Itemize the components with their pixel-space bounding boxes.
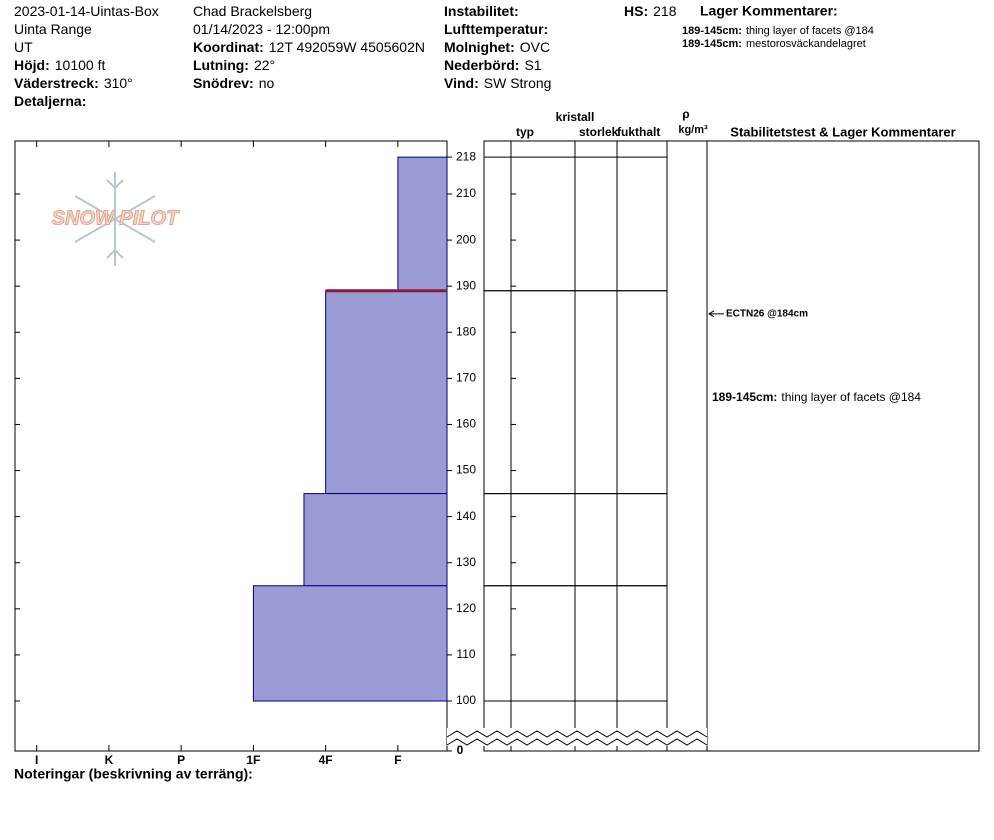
field-label: Vind:: [444, 75, 479, 91]
x-tick-label: 1F: [246, 753, 260, 767]
comment-text: mestorosväckandelagret: [746, 38, 866, 50]
layer-grid-frame: [483, 140, 708, 752]
header-field: HS: 218: [624, 3, 677, 19]
layer-bar: [397, 156, 448, 292]
header-field: Koordinat: 12T 492059W 4505602N: [193, 39, 425, 55]
column-header: kristall: [556, 110, 595, 124]
axis-break: [446, 730, 708, 746]
field-value: no: [259, 75, 275, 91]
header-field: Lufttemperatur:: [444, 21, 548, 37]
header-field: UT: [14, 39, 33, 55]
header-field: Chad Brackelsberg: [193, 3, 312, 19]
header-field: Instabilitet:: [444, 3, 519, 19]
field-label: Snödrev:: [193, 75, 254, 91]
field-value: 218: [653, 3, 677, 19]
header-field: Höjd: 10100 ft: [14, 57, 105, 73]
y-tick-label: 190: [456, 278, 476, 292]
x-tick-label: P: [177, 753, 185, 767]
column-header: storlek: [579, 125, 619, 139]
field-label: HS:: [624, 3, 648, 19]
field-value: Chad Brackelsberg: [193, 3, 312, 19]
comment-frame: [706, 140, 980, 752]
field-label: Molnighet:: [444, 39, 515, 55]
comment-text: thing layer of facets @184: [746, 25, 874, 37]
header-field: Vind: SW Strong: [444, 75, 551, 91]
layer-bar: [252, 585, 448, 702]
header-field: Uinta Range: [14, 21, 92, 37]
field-value: 310°: [104, 75, 133, 91]
field-value: OVC: [520, 39, 550, 55]
header-field: Nederbörd: S1: [444, 57, 542, 73]
footer-notes: Noteringar (beskrivning av terräng):: [14, 766, 253, 782]
field-value: 12T 492059W 4505602N: [269, 39, 425, 55]
y-tick-label: 150: [456, 463, 476, 477]
layer-bar: [303, 493, 448, 587]
header-field: 01/14/2023 - 12:00pm: [193, 21, 330, 37]
header-field: 2023-01-14-Uintas-Box: [14, 3, 159, 19]
x-tick-label: I: [35, 753, 38, 767]
test-label: ECTN26 @184cm: [726, 308, 808, 319]
y-tick-label: 170: [456, 371, 476, 385]
layer-comment: 189-145cm: mestorosväckandelagret: [682, 38, 866, 50]
comment-range: 189-145cm:: [712, 390, 777, 404]
y-tick-label: 180: [456, 324, 476, 338]
field-label: Väderstreck:: [14, 75, 99, 91]
field-label: Höjd:: [14, 57, 50, 73]
column-header: Stabilitetstest & Lager Kommentarer: [730, 124, 955, 139]
header-field: Snödrev: no: [193, 75, 274, 91]
layer-bar: [325, 290, 448, 495]
y-tick-label: 100: [456, 693, 476, 707]
x-tick-label: 4F: [319, 753, 333, 767]
x-tick-label: F: [394, 753, 401, 767]
stability-comment: 189-145cm: thing layer of facets @184: [712, 390, 921, 404]
y-tick-label: 200: [456, 232, 476, 246]
field-value: 22°: [254, 57, 275, 73]
header-field: Molnighet: OVC: [444, 39, 550, 55]
y-tick-label: 160: [456, 417, 476, 431]
field-label: Lutning:: [193, 57, 249, 73]
field-value: 2023-01-14-Uintas-Box: [14, 3, 159, 19]
y-tick-label: 218: [456, 149, 476, 163]
field-value: UT: [14, 39, 33, 55]
field-label: Nederbörd:: [444, 57, 519, 73]
field-label: Lufttemperatur:: [444, 21, 548, 37]
column-header: kg/m³: [678, 124, 708, 136]
layer-comments-title: Lager Kommentarer:: [700, 3, 838, 19]
column-header: typ: [516, 125, 534, 139]
column-header: ρ: [682, 107, 689, 121]
x-tick-label: K: [105, 753, 114, 767]
y-tick-label: 110: [456, 647, 475, 661]
comment-text: thing layer of facets @184: [781, 390, 921, 404]
field-value: SW Strong: [484, 75, 552, 91]
y-tick-label: 210: [456, 186, 476, 200]
logo: [74, 172, 156, 266]
y-tick-label: 140: [456, 509, 476, 523]
field-label: Koordinat:: [193, 39, 264, 55]
y-tick-label: 0: [457, 743, 464, 757]
field-value: 01/14/2023 - 12:00pm: [193, 21, 330, 37]
layer-comment: 189-145cm: thing layer of facets @184: [682, 25, 874, 37]
field-label: Detaljerna:: [14, 93, 86, 109]
field-value: 10100 ft: [55, 57, 106, 73]
header-field: Väderstreck: 310°: [14, 75, 133, 91]
field-label: Instabilitet:: [444, 3, 519, 19]
comment-range: 189-145cm:: [682, 38, 742, 50]
header-field: Detaljerna:: [14, 93, 86, 109]
test-arrow: [708, 310, 724, 318]
logo-text: SNOW PILOT: [52, 207, 180, 229]
header-field: Lutning: 22°: [193, 57, 275, 73]
field-value: Uinta Range: [14, 21, 92, 37]
field-value: S1: [524, 57, 541, 73]
y-tick-label: 130: [456, 555, 476, 569]
y-tick-label: 120: [456, 601, 476, 615]
column-header: fukthalt: [617, 125, 660, 139]
column-lines: [510, 141, 668, 751]
comment-range: 189-145cm:: [682, 25, 742, 37]
